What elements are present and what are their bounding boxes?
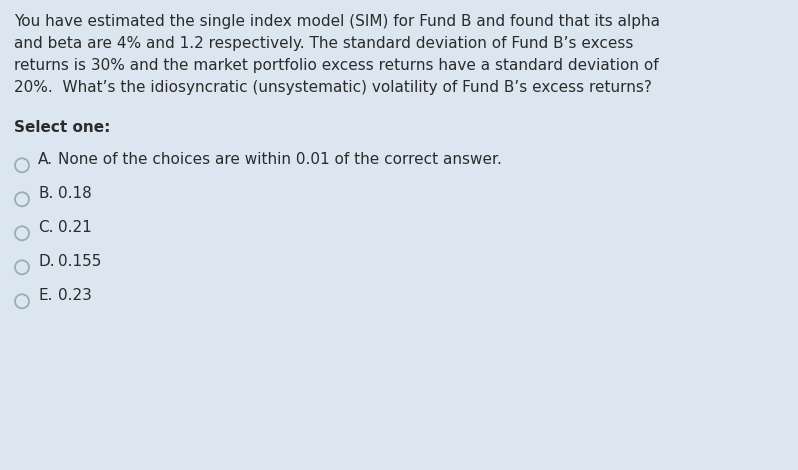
Text: 0.23: 0.23 <box>58 288 92 303</box>
Text: and beta are 4% and 1.2 respectively. The standard deviation of Fund B’s excess: and beta are 4% and 1.2 respectively. Th… <box>14 36 634 51</box>
Text: You have estimated the single index model (SIM) for Fund B and found that its al: You have estimated the single index mode… <box>14 14 660 29</box>
Text: E.: E. <box>38 288 53 303</box>
Text: 0.18: 0.18 <box>58 186 92 201</box>
Text: B.: B. <box>38 186 53 201</box>
Text: 0.155: 0.155 <box>58 254 101 269</box>
Text: None of the choices are within 0.01 of the correct answer.: None of the choices are within 0.01 of t… <box>58 152 502 167</box>
Text: D.: D. <box>38 254 54 269</box>
Text: 20%.  What’s the idiosyncratic (unsystematic) volatility of Fund B’s excess retu: 20%. What’s the idiosyncratic (unsystema… <box>14 80 652 95</box>
Text: returns is 30% and the market portfolio excess returns have a standard deviation: returns is 30% and the market portfolio … <box>14 58 658 73</box>
Text: C.: C. <box>38 220 53 235</box>
Text: Select one:: Select one: <box>14 120 110 135</box>
Text: A.: A. <box>38 152 53 167</box>
Text: 0.21: 0.21 <box>58 220 92 235</box>
